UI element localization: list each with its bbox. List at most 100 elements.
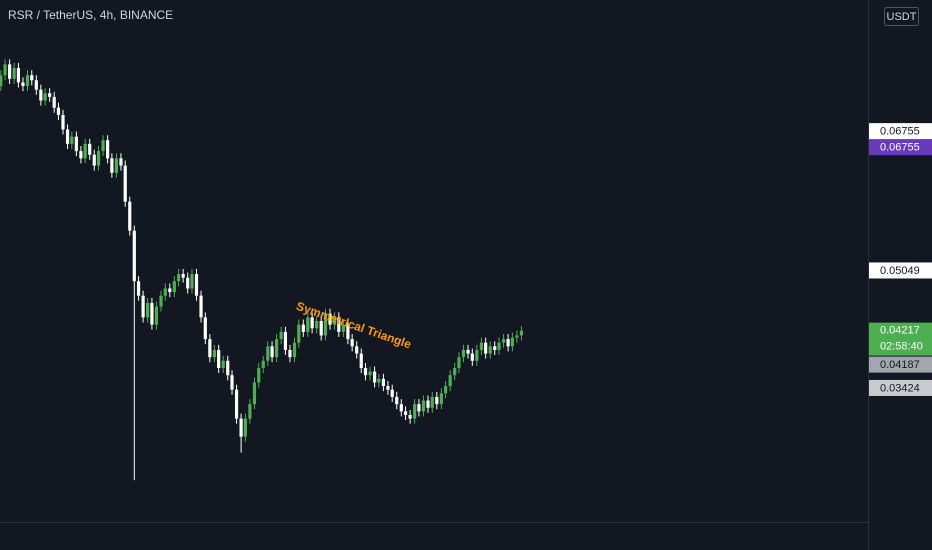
- body: [399, 404, 403, 412]
- candle: [430, 391, 434, 413]
- candle: [16, 62, 21, 88]
- body: [439, 393, 443, 405]
- last-price-value: 0.04217: [880, 325, 920, 337]
- body: [128, 201, 132, 231]
- candle: [501, 334, 506, 348]
- candle: [372, 366, 377, 388]
- price-label-text: 0.05049: [880, 265, 920, 277]
- body: [0, 75, 3, 87]
- candle: [488, 341, 492, 359]
- price-label: 0.04187: [869, 356, 932, 373]
- candle: [350, 334, 354, 352]
- candle: [515, 330, 519, 343]
- candle: [92, 149, 96, 171]
- candle: [381, 373, 386, 392]
- body: [341, 324, 345, 332]
- candle: [52, 91, 56, 113]
- candle: [355, 341, 359, 359]
- body: [310, 317, 314, 329]
- body: [479, 342, 483, 350]
- body: [270, 346, 274, 358]
- body: [306, 317, 310, 332]
- candle: [403, 406, 408, 421]
- candle: [101, 135, 105, 157]
- currency-box[interactable]: [884, 7, 919, 26]
- body: [226, 360, 230, 376]
- candle: [493, 341, 497, 355]
- candle: [479, 337, 483, 355]
- candle: [21, 77, 25, 92]
- body: [12, 67, 16, 79]
- body: [444, 386, 448, 394]
- candle: [128, 196, 132, 236]
- candle: [132, 225, 136, 481]
- body: [386, 386, 390, 390]
- candle: [163, 283, 167, 301]
- body: [501, 339, 506, 343]
- candle: [0, 70, 3, 92]
- candle: [136, 276, 141, 301]
- candle: [199, 290, 203, 323]
- body: [136, 281, 141, 296]
- candle: [310, 312, 314, 334]
- body: [319, 321, 323, 336]
- candle: [328, 308, 332, 330]
- candle: [230, 370, 234, 395]
- body: [461, 349, 466, 358]
- candle: [61, 109, 65, 135]
- candle: [315, 315, 319, 334]
- body: [466, 349, 470, 354]
- body: [368, 371, 372, 376]
- body: [453, 368, 457, 376]
- candles: [0, 59, 524, 481]
- candle: [83, 138, 87, 164]
- candle: [181, 268, 185, 283]
- body: [96, 151, 101, 166]
- candle: [203, 312, 207, 345]
- candle: [105, 135, 110, 164]
- price-labels: 0.04217 02:58:40 0.06755 0.06755 0.05049 0.04…: [869, 123, 932, 396]
- body: [266, 346, 270, 361]
- body: [377, 378, 381, 383]
- body: [470, 353, 474, 361]
- body: [48, 93, 52, 97]
- candle: [341, 319, 345, 337]
- candle: [417, 399, 421, 417]
- candle: [146, 297, 150, 323]
- candle: [56, 102, 61, 121]
- price-label-box: [869, 123, 932, 140]
- body: [221, 360, 225, 369]
- candle: [444, 381, 448, 399]
- last-price-box: [869, 322, 932, 356]
- body: [328, 313, 332, 325]
- candle: [65, 124, 70, 149]
- candle: [275, 334, 279, 363]
- candle: [39, 84, 43, 106]
- candle: [3, 59, 7, 81]
- body: [484, 342, 488, 354]
- candle: [279, 326, 283, 345]
- body: [16, 67, 21, 83]
- candle: [217, 344, 221, 374]
- body: [363, 368, 368, 376]
- body: [146, 302, 150, 318]
- candle: [226, 355, 230, 381]
- body: [372, 371, 377, 383]
- body: [101, 140, 105, 152]
- body: [92, 154, 96, 166]
- body: [510, 337, 514, 347]
- candle: [43, 88, 47, 106]
- price-label-box: [869, 262, 932, 279]
- candle: [270, 341, 274, 363]
- body: [275, 339, 279, 358]
- body: [30, 75, 34, 81]
- candle: [346, 319, 350, 345]
- candle: [12, 62, 16, 84]
- body: [417, 404, 421, 412]
- candle: [194, 268, 199, 301]
- body: [168, 288, 172, 293]
- candle: [48, 88, 52, 102]
- price-label: 0.05049: [869, 262, 932, 279]
- candle: [413, 399, 417, 424]
- candle: [208, 334, 212, 363]
